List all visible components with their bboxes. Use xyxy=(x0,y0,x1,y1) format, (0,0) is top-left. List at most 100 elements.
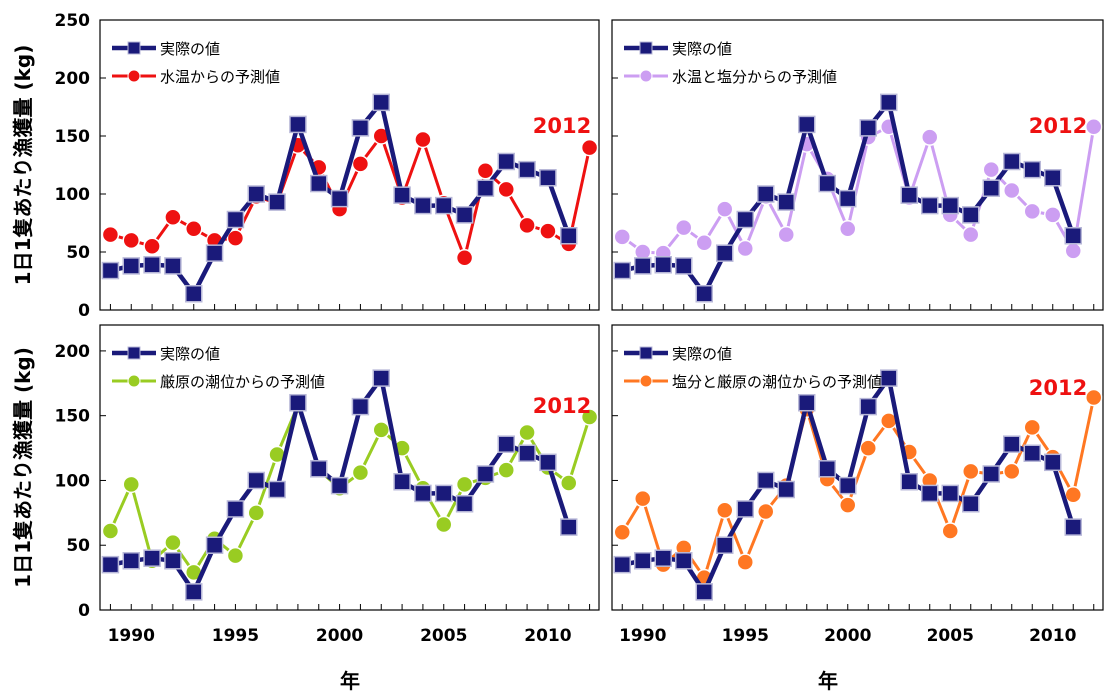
data-point-square xyxy=(818,460,836,478)
x-tick-label: 2005 xyxy=(927,626,974,646)
data-point-circle xyxy=(1064,242,1082,260)
data-point-square xyxy=(777,480,795,499)
data-point-square xyxy=(518,444,536,462)
data-point-circle xyxy=(580,408,599,426)
data-point-square xyxy=(880,369,898,387)
data-point-square xyxy=(351,119,370,137)
data-point-square xyxy=(798,115,816,134)
data-point-circle xyxy=(497,180,515,199)
data-point-square xyxy=(839,476,857,495)
legend-label: 実際の値 xyxy=(672,40,732,58)
data-point-square xyxy=(962,495,980,513)
data-point-circle xyxy=(1085,388,1103,407)
data-point-square xyxy=(268,480,286,499)
data-point-circle xyxy=(1003,462,1021,481)
data-point-square xyxy=(497,152,515,171)
data-point-square xyxy=(716,536,734,554)
y-tick-label: 100 xyxy=(55,471,91,491)
legend-label: 厳原の潮位からの予測値 xyxy=(160,373,325,391)
data-point-circle xyxy=(101,522,120,540)
data-point-circle xyxy=(226,546,245,565)
data-point-square xyxy=(859,119,877,137)
data-point-square xyxy=(634,552,652,570)
data-point-square xyxy=(143,256,161,274)
data-point-circle xyxy=(982,160,1000,179)
y-tick-label: 150 xyxy=(55,127,91,147)
series-actual xyxy=(613,369,1082,601)
data-point-square xyxy=(101,555,120,574)
x-tick-label: 1995 xyxy=(722,626,769,646)
x-tick-label: 2010 xyxy=(524,626,571,646)
data-point-square xyxy=(941,484,959,503)
data-point-circle xyxy=(476,162,495,180)
data-point-square xyxy=(560,227,578,245)
data-point-square xyxy=(654,256,672,274)
data-point-square xyxy=(982,465,1000,483)
data-point-square xyxy=(695,583,713,601)
data-point-square xyxy=(818,174,836,193)
legend-label: 実際の値 xyxy=(160,40,220,58)
legend-label: 水温からの予測値 xyxy=(160,68,280,86)
y-tick-label: 0 xyxy=(78,601,90,621)
data-point-square xyxy=(226,500,245,518)
data-point-square xyxy=(982,179,1000,197)
data-point-square xyxy=(455,495,474,513)
x-tick-label: 2000 xyxy=(316,626,363,646)
x-tick-label: 2000 xyxy=(824,626,871,646)
data-point-circle xyxy=(777,225,795,244)
data-point-square xyxy=(205,244,224,262)
data-point-square xyxy=(372,93,390,112)
data-point-circle xyxy=(560,474,578,492)
y-tick-label: 200 xyxy=(55,342,91,362)
data-point-square xyxy=(1064,518,1082,536)
data-point-square xyxy=(1003,152,1021,171)
legend-marker-square xyxy=(639,346,653,360)
x-tick-label: 1990 xyxy=(619,626,666,646)
data-point-square xyxy=(675,552,693,570)
y-tick-label: 200 xyxy=(55,69,91,89)
x-tick-label: 1990 xyxy=(108,626,155,646)
data-point-square xyxy=(900,186,918,204)
data-point-circle xyxy=(859,439,877,457)
data-point-square xyxy=(613,261,631,280)
data-point-circle xyxy=(185,220,203,238)
data-point-circle xyxy=(1023,202,1041,221)
data-point-square xyxy=(185,583,203,601)
data-point-square xyxy=(247,471,265,490)
x-axis-label: 年 xyxy=(340,669,360,691)
y-tick-label: 0 xyxy=(78,301,90,321)
data-point-square xyxy=(330,189,349,208)
y-axis-label: 1日1隻あたり漁獲量 (kg) xyxy=(11,45,35,286)
data-point-circle xyxy=(1003,181,1021,200)
data-point-circle xyxy=(518,423,536,442)
data-point-square xyxy=(798,393,816,412)
data-point-circle xyxy=(518,216,536,235)
series-actual xyxy=(101,369,578,601)
data-point-square xyxy=(962,206,980,224)
data-point-circle xyxy=(580,138,599,157)
data-point-square xyxy=(716,244,734,262)
data-point-circle xyxy=(101,225,120,244)
data-point-square xyxy=(247,185,265,203)
plot-area xyxy=(613,369,1103,601)
data-point-square xyxy=(736,210,754,229)
data-point-square xyxy=(393,473,411,491)
data-point-square xyxy=(226,210,245,229)
data-point-square xyxy=(1044,453,1062,472)
data-point-square xyxy=(351,397,370,416)
plot-area xyxy=(101,369,599,601)
data-point-circle xyxy=(122,231,140,250)
data-point-square xyxy=(757,471,775,490)
data-point-square xyxy=(289,393,307,412)
y-axis-label: 1日1隻あたり漁獲量 (kg) xyxy=(11,347,35,588)
data-point-circle xyxy=(164,208,182,226)
x-axis-label: 年 xyxy=(818,669,838,691)
data-point-circle xyxy=(716,501,734,519)
x-tick-label: 2005 xyxy=(420,626,467,646)
x-tick-label: 2010 xyxy=(1029,626,1076,646)
data-point-square xyxy=(634,257,652,275)
legend-marker-square xyxy=(127,346,141,360)
data-point-circle xyxy=(839,220,857,238)
